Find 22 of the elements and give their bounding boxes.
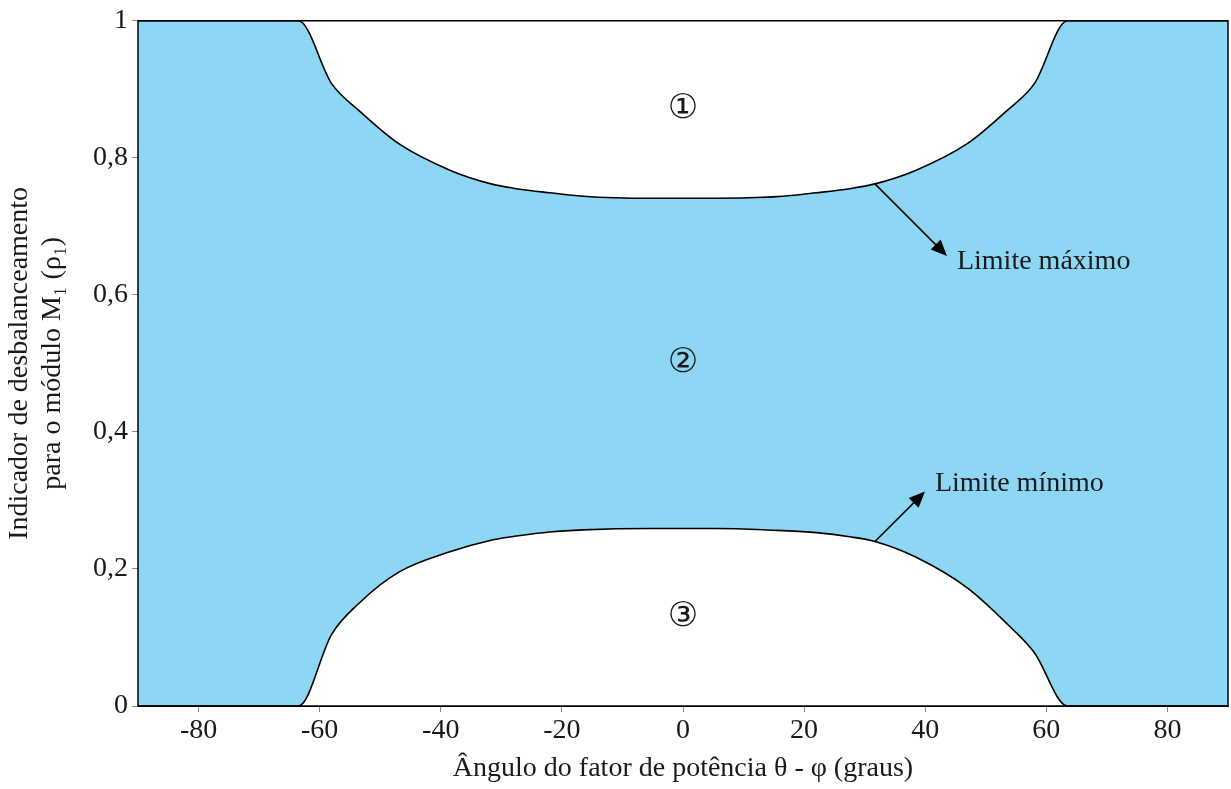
x-tick-label: 40	[911, 713, 940, 745]
x-axis-title: Ângulo do fator de potência θ - φ (graus)	[452, 750, 914, 782]
x-tick-label: 80	[1153, 713, 1182, 745]
x-tick-label: -80	[179, 713, 218, 745]
annotation: ①	[667, 86, 699, 127]
annotation: ③	[667, 594, 699, 635]
x-tick-label: 0	[676, 713, 690, 745]
y-tick-label: 1	[114, 3, 128, 35]
y-tick-label: 0,2	[93, 551, 128, 583]
annotation: Limite máximo	[956, 244, 1131, 276]
x-tick-label: 20	[790, 713, 819, 745]
annotation: ②	[667, 340, 699, 381]
x-tick-label: -40	[422, 713, 460, 745]
y-tick-label: 0,8	[93, 140, 128, 172]
x-tick-label: 60	[1032, 713, 1061, 745]
y-tick-label: 0,4	[93, 414, 128, 446]
x-tick-label: -20	[543, 713, 581, 745]
y-tick-label: 0	[114, 688, 128, 720]
x-tick-label: -60	[301, 713, 339, 745]
y-axis-title: Indicador de desbalanceamento para o módulo M₁ (ρ₁)	[2, 186, 66, 540]
y-tick-label: 0,6	[93, 277, 128, 309]
annotation: Limite mínimo	[934, 465, 1104, 497]
